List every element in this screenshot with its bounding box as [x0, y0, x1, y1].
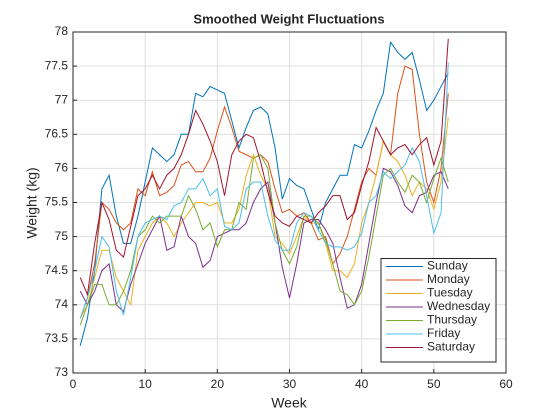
x-tick-label: 20	[211, 377, 225, 391]
y-axis-label: Weight (kg)	[24, 167, 40, 238]
series-line	[79, 167, 449, 313]
series-line	[79, 40, 449, 346]
legend-label: Monday	[427, 272, 470, 286]
y-tick-label: 74.5	[45, 263, 69, 277]
series-line	[79, 154, 449, 326]
x-axis-label: Week	[271, 395, 308, 411]
legend-label: Sunday	[427, 259, 468, 273]
x-tick-label: 60	[499, 377, 513, 391]
x-tick-label: 10	[138, 377, 152, 391]
x-tick-label: 30	[283, 377, 297, 391]
legend-label: Wednesday	[427, 299, 490, 313]
y-tick-label: 73	[55, 365, 69, 379]
legend-label: Friday	[427, 326, 460, 340]
y-tick-label: 78	[55, 24, 69, 38]
series-line	[79, 62, 449, 319]
y-tick-label: 76.5	[45, 126, 69, 140]
y-tick-label: 75	[55, 229, 69, 243]
legend-box	[380, 258, 497, 363]
x-tick-label: 40	[355, 377, 369, 391]
x-tick-label: 50	[427, 377, 441, 391]
series-line	[79, 38, 449, 297]
axes-box	[72, 31, 507, 374]
x-tick-label: 0	[70, 377, 77, 391]
y-tick-label: 73.5	[45, 331, 69, 345]
legend-label: Thursday	[427, 313, 477, 327]
legend-label: Saturday	[427, 340, 475, 354]
y-tick-label: 77.5	[45, 58, 69, 72]
y-tick-label: 77	[55, 92, 69, 106]
y-tick-label: 74	[55, 297, 69, 311]
y-tick-label: 75.5	[45, 195, 69, 209]
y-tick-label: 76	[55, 161, 69, 175]
chart-title: Smoothed Weight Fluctuations	[193, 11, 384, 26]
legend-label: Tuesday	[427, 286, 473, 300]
